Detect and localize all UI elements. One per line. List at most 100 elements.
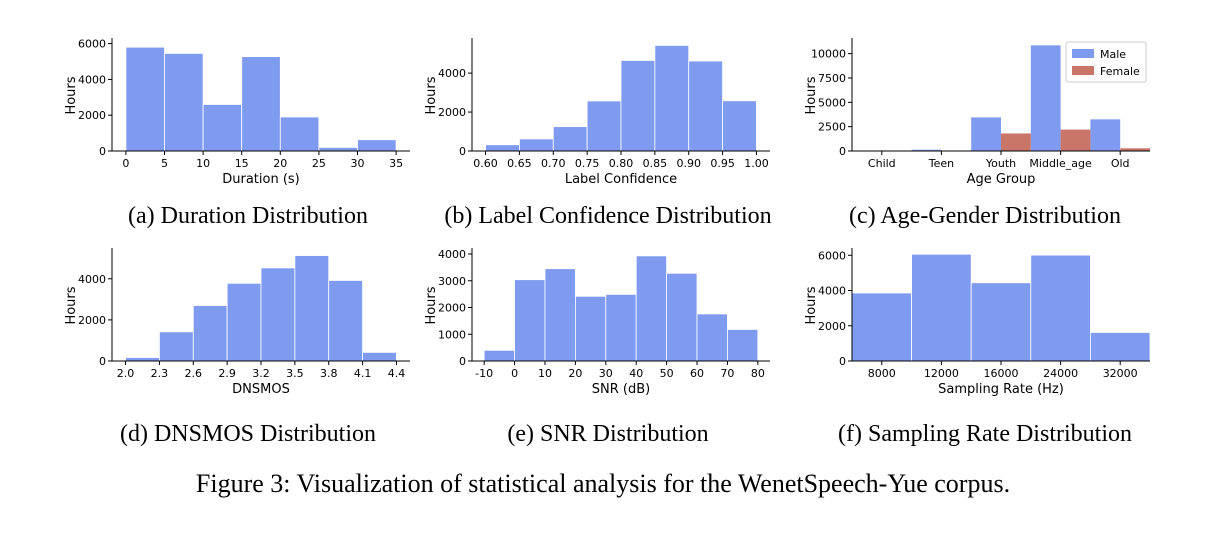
bar <box>1060 129 1091 151</box>
bar <box>696 313 728 362</box>
y-tick-label: 0 <box>459 355 466 368</box>
bar <box>635 255 668 362</box>
x-tick-label: 30 <box>351 157 365 170</box>
x-tick-label: 8000 <box>868 367 896 380</box>
bar <box>485 144 520 152</box>
x-tick-label: 3.8 <box>320 367 338 380</box>
x-tick-label: 25 <box>312 157 326 170</box>
y-tick-label: 2500 <box>818 121 846 134</box>
bar <box>971 117 1001 151</box>
x-axis-label: Label Confidence <box>565 172 677 187</box>
x-axis-label: DNSMOS <box>232 382 290 397</box>
bar <box>294 255 330 362</box>
x-tick-label: 2.6 <box>185 367 203 380</box>
bar <box>357 139 397 152</box>
label-confidence-chart: 0 2000 4000 0.60 0.65 0.70 0.75 0.80 0.85 0.90 0.9… <box>424 38 770 187</box>
x-tick-label: 70 <box>720 367 734 380</box>
figure-caption: Figure 3: Visualization of statistical a… <box>195 469 1011 498</box>
legend-swatch <box>1072 49 1094 58</box>
caption-age-gender: (c) Age-Gender Distribution <box>849 203 1121 229</box>
y-tick-label: 5000 <box>818 96 846 109</box>
x-tick-label: 50 <box>660 367 674 380</box>
x-tick-label: 0.70 <box>541 157 566 170</box>
x-axis-label: SNR (dB) <box>592 382 650 397</box>
x-tick-label: Teen <box>928 157 954 170</box>
bar <box>226 282 262 362</box>
y-tick-label: 4000 <box>818 285 846 298</box>
x-tick-label: Old <box>1111 157 1130 170</box>
y-tick-label: 10000 <box>811 48 846 61</box>
bar <box>241 56 281 152</box>
x-axis-label: Duration (s) <box>222 172 300 187</box>
legend-label: Female <box>1100 65 1140 78</box>
x-tick-label: 16000 <box>984 367 1019 380</box>
y-axis-label: Hours <box>64 286 79 324</box>
x-tick-label: 2.9 <box>218 367 236 380</box>
bar <box>483 349 515 362</box>
x-tick-label: 20 <box>568 367 582 380</box>
bar <box>514 279 546 362</box>
x-tick-label: 4.1 <box>354 367 372 380</box>
y-tick-label: 7500 <box>818 72 846 85</box>
x-axis-label: Sampling Rate (Hz) <box>938 382 1064 397</box>
x-tick-label: Middle_age <box>1029 157 1092 170</box>
bar <box>552 126 588 152</box>
bar <box>620 60 656 152</box>
x-tick-label: -10 <box>475 367 493 380</box>
x-tick-label: 2.0 <box>117 367 135 380</box>
y-axis-label: Hours <box>424 76 439 114</box>
snr-chart: 0 1000 2000 3000 4000 -10 0 10 20 30 40 50 60 70 80 SNR… <box>424 248 770 397</box>
bar <box>125 46 165 152</box>
snr-chart-panel: 0 1000 2000 3000 4000 -10 0 10 20 30 40 50 60 70 80 SNR… <box>420 240 790 410</box>
bar <box>519 138 554 152</box>
x-tick-label: 5 <box>161 157 168 170</box>
x-tick-label: 3.2 <box>252 367 270 380</box>
bar <box>192 305 228 362</box>
bar <box>851 292 912 362</box>
y-axis-label: Hours <box>424 286 439 324</box>
x-tick-label: 20 <box>273 157 287 170</box>
age-gender-chart-panel: 0 2500 5000 7500 10000 Child Teen Youth Middle_a… <box>800 30 1170 200</box>
bar <box>727 329 759 362</box>
x-tick-label: 0 <box>122 157 129 170</box>
x-tick-label: Youth <box>985 157 1016 170</box>
y-tick-label: 2000 <box>78 314 106 327</box>
x-tick-label: 10 <box>538 367 552 380</box>
x-tick-label: 35 <box>389 157 403 170</box>
bar <box>279 116 320 152</box>
y-tick-label: 0 <box>459 145 466 158</box>
y-axis-label: Hours <box>804 286 819 324</box>
y-tick-label: 6000 <box>818 249 846 262</box>
y-tick-label: 4000 <box>438 248 466 261</box>
x-tick-label: Child <box>868 157 896 170</box>
y-tick-label: 2000 <box>438 302 466 315</box>
sampling-rate-chart: 0 2000 4000 6000 8000 12000 16000 24000 32000 Sam… <box>804 248 1151 397</box>
x-tick-label: 0.95 <box>710 157 735 170</box>
bar <box>911 253 972 362</box>
bar <box>1090 119 1121 151</box>
y-axis-label: Hours <box>64 76 79 114</box>
x-tick-label: 0.75 <box>575 157 600 170</box>
caption-duration: (a) Duration Distribution <box>128 203 368 229</box>
y-tick-label: 3000 <box>438 275 466 288</box>
x-tick-label: 32000 <box>1103 367 1138 380</box>
bar <box>586 100 622 152</box>
bar <box>1120 148 1150 151</box>
bar <box>1089 332 1151 362</box>
duration-chart: 0 2000 4000 6000 0 5 10 15 20 25 30 35 Duration (s) H… <box>64 38 410 187</box>
y-tick-label: 0 <box>99 145 106 158</box>
bar <box>605 294 637 362</box>
x-tick-label: 24000 <box>1043 367 1078 380</box>
bar <box>688 60 723 152</box>
caption-snr: (e) SNR Distribution <box>507 421 709 447</box>
bar <box>544 268 576 362</box>
bar <box>328 280 363 362</box>
x-tick-label: 3.5 <box>286 367 304 380</box>
bar <box>970 282 1032 362</box>
bar <box>574 295 607 362</box>
y-tick-label: 2000 <box>818 320 846 333</box>
bar <box>666 272 698 362</box>
bar <box>362 351 397 362</box>
legend-swatch <box>1072 66 1094 75</box>
x-tick-label: 12000 <box>924 367 959 380</box>
